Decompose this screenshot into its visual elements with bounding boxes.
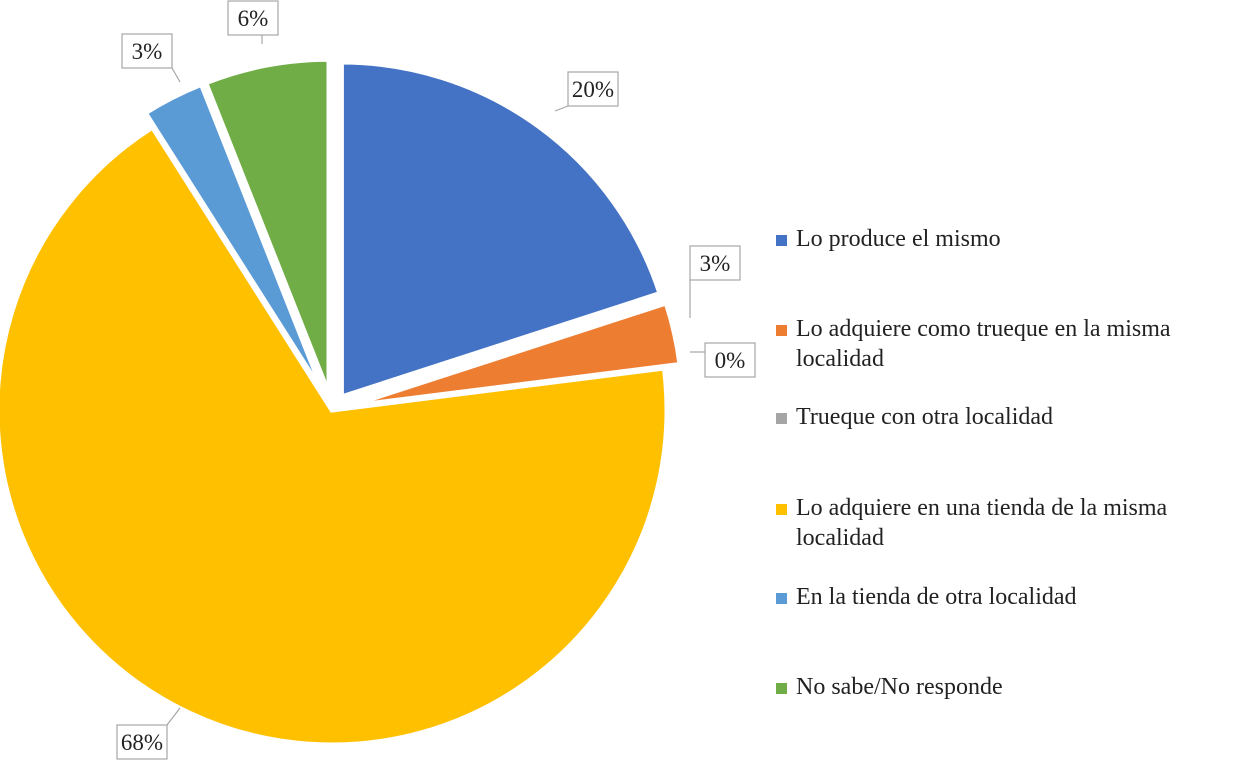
legend-item-tienda-otra: En la tienda de otra localidad — [776, 582, 1231, 612]
data-label-tienda-misma: 68% — [121, 730, 163, 755]
legend-item-no-sabe: No sabe/No responde — [776, 672, 1231, 702]
data-label-lo-produce: 20% — [572, 77, 614, 102]
data-label-box-tienda-misma — [116, 724, 168, 760]
legend-item-trueque-otra: Trueque con otra localidad — [776, 402, 1231, 432]
legend-item-lo-produce: Lo produce el mismo — [776, 224, 1231, 254]
legend-swatch-no-sabe — [776, 683, 787, 694]
pie-slice-lo-produce — [338, 59, 664, 401]
leader-line-tienda-misma — [166, 707, 181, 726]
data-label-trueque-misma: 3% — [700, 251, 731, 276]
data-label-box-no-sabe — [227, 0, 279, 36]
legend-swatch-trueque-otra — [776, 413, 787, 424]
legend-label-trueque-otra: Trueque con otra localidad — [796, 404, 1054, 430]
pie-slice-no-sabe — [202, 56, 332, 396]
legend-label-no-sabe: No sabe/No responde — [796, 674, 1003, 700]
legend-swatch-tienda-misma — [776, 504, 787, 515]
leader-line-lo-produce — [554, 105, 569, 112]
legend-swatch-trueque-misma — [776, 325, 787, 336]
data-label-box-trueque-misma — [689, 245, 741, 281]
data-label-trueque-otra: 0% — [715, 348, 746, 373]
legend-item-trueque-misma: Lo adquiere como trueque en la misma loc… — [776, 314, 1231, 374]
data-label-box-lo-produce — [567, 71, 619, 107]
legend-label-lo-produce: Lo produce el mismo — [796, 226, 1001, 252]
data-label-no-sabe: 6% — [238, 6, 269, 31]
legend-label-tienda-misma: Lo adquiere en una tienda de la misma lo… — [796, 495, 1168, 551]
data-label-box-trueque-otra — [704, 342, 756, 378]
pie-slice-tienda-otra — [141, 81, 328, 398]
pie-slice-trueque-misma — [346, 299, 683, 409]
leader-line-tienda-otra — [171, 67, 181, 83]
data-label-tienda-otra: 3% — [132, 39, 163, 64]
data-label-box-tienda-otra — [121, 33, 173, 69]
legend-label-tienda-otra: En la tienda de otra localidad — [796, 584, 1077, 610]
legend-swatch-lo-produce — [776, 235, 787, 246]
legend-swatch-tienda-otra — [776, 593, 787, 604]
pie-plot-area: 20% 3% 0% 68% 3% 6% — [0, 0, 756, 760]
legend-label-trueque-misma: Lo adquiere como trueque en la misma loc… — [796, 316, 1171, 372]
pie-slice-tienda-misma — [0, 123, 670, 748]
chart-legend: Lo produce el mismo Lo adquiere como tru… — [776, 0, 1231, 762]
legend-item-tienda-misma: Lo adquiere en una tienda de la misma lo… — [776, 493, 1231, 553]
